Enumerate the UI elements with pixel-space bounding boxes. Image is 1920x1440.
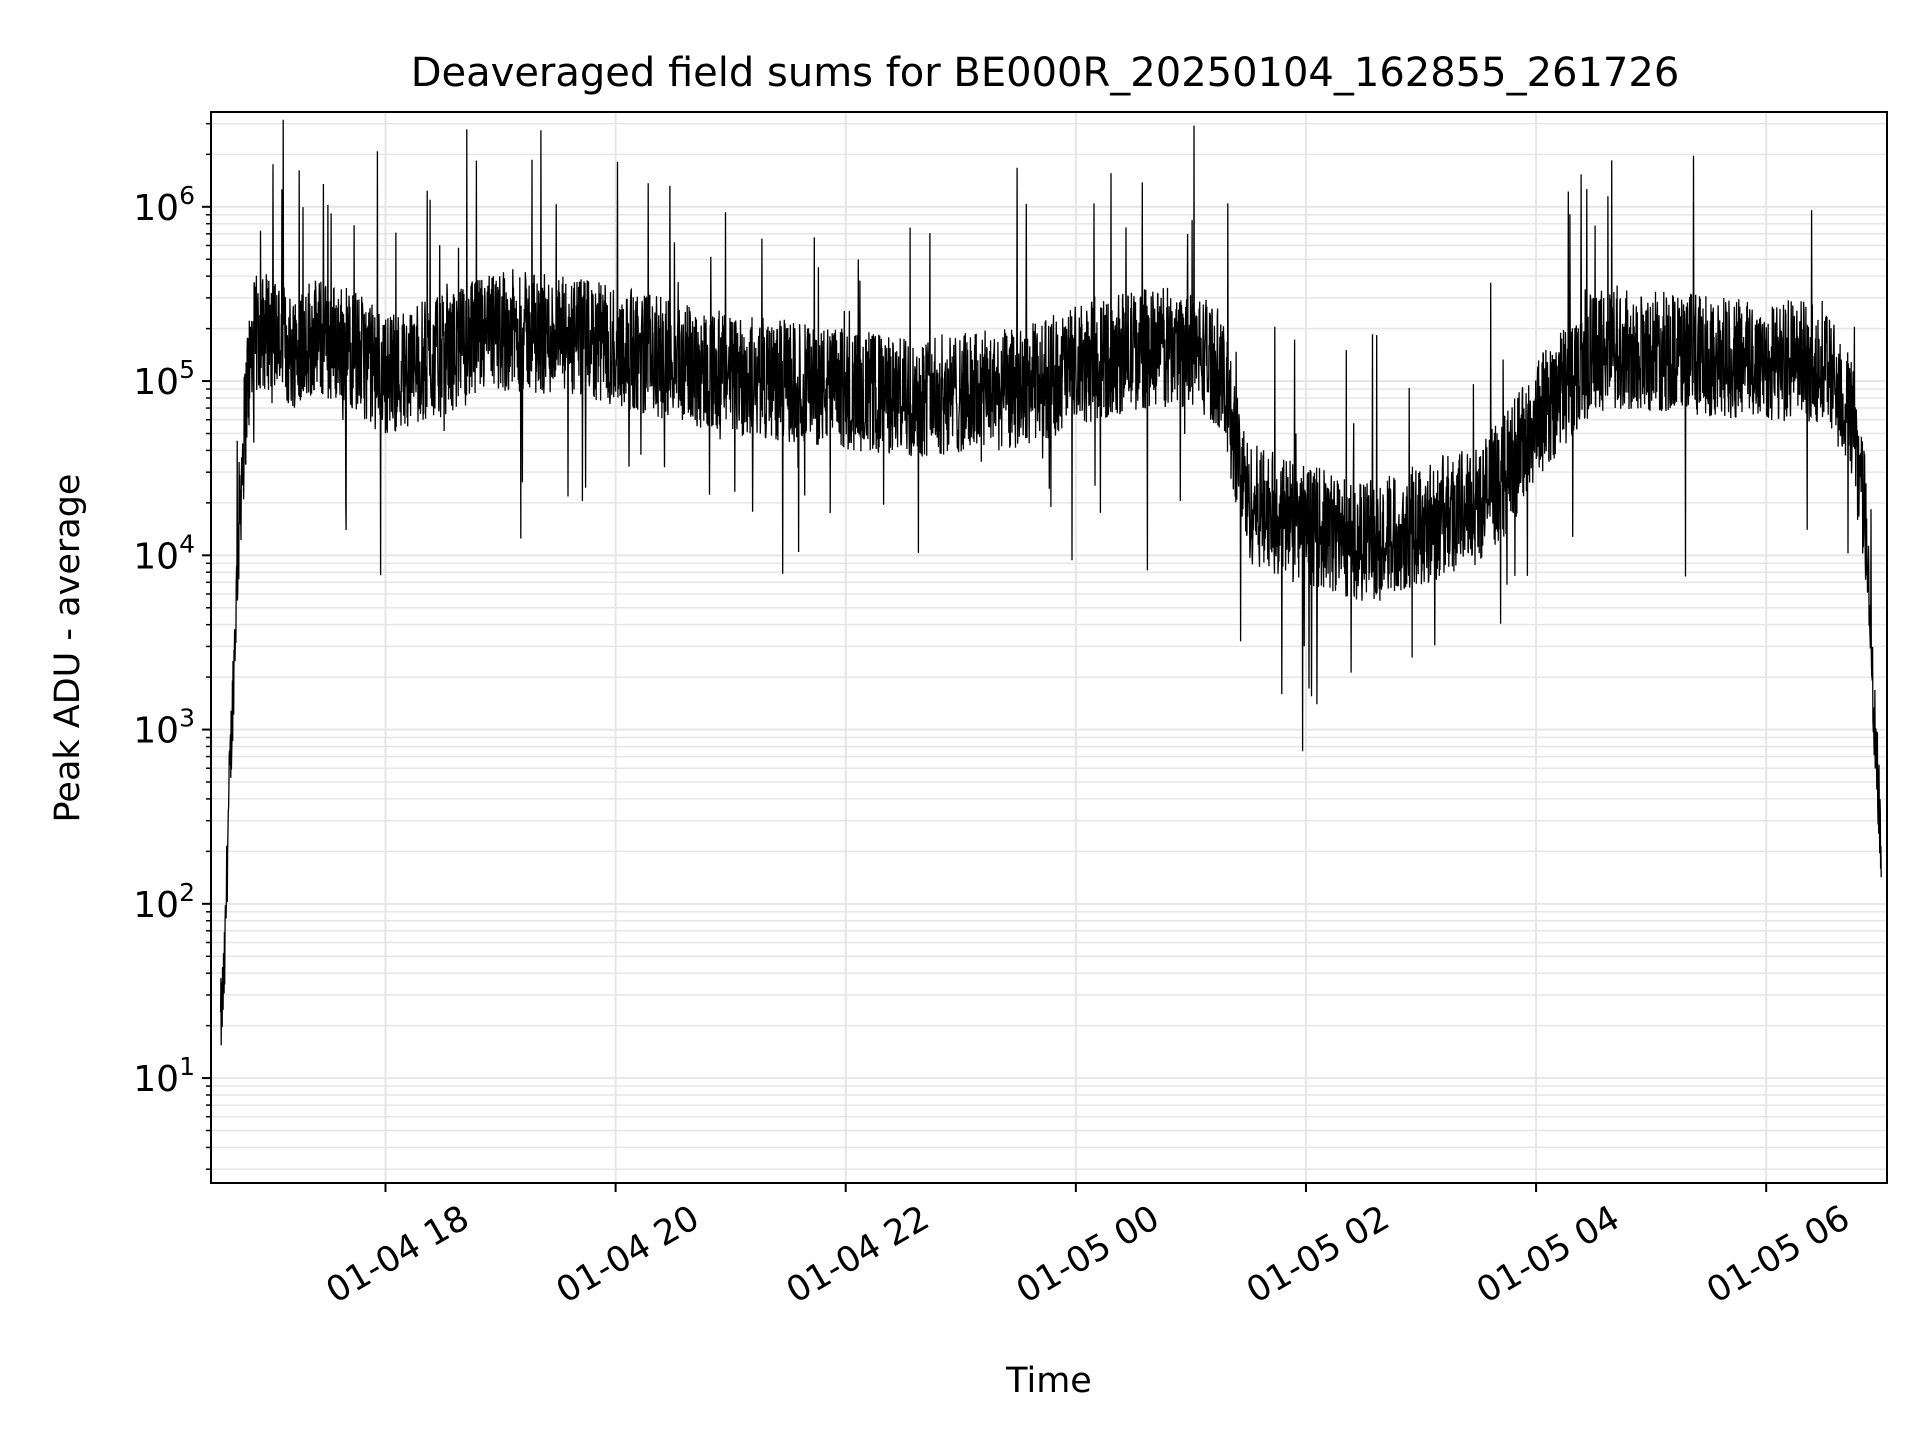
x-tick-label: 01-04 22 (780, 1198, 936, 1311)
x-axis-label: Time (1005, 1361, 1092, 1401)
x-tick-label: 01-05 04 (1470, 1198, 1626, 1311)
y-tick-label-exponent: 2 (179, 878, 195, 907)
x-tick-label: 01-04 20 (550, 1198, 706, 1311)
plot-frame (210, 111, 1888, 1184)
y-tick-label-base: 10 (133, 362, 179, 403)
y-tick-label-base: 10 (133, 536, 179, 577)
y-tick-label: 106 (133, 181, 195, 229)
y-tick-label-base: 10 (133, 885, 179, 926)
y-tick-label: 102 (133, 878, 195, 926)
y-tick-label-base: 10 (133, 711, 179, 752)
chart-title: Deaveraged field sums for BE000R_2025010… (411, 50, 1680, 96)
y-tick-label: 105 (133, 355, 195, 403)
y-axis-label: Peak ADU - average (48, 474, 88, 823)
y-tick-label: 103 (133, 704, 195, 752)
x-tick-label: 01-04 18 (320, 1198, 476, 1311)
y-tick-label-exponent: 5 (179, 355, 195, 384)
x-tick-label: 01-05 00 (1010, 1198, 1166, 1311)
x-tick-label: 01-05 02 (1240, 1198, 1396, 1311)
x-tick-label: 01-05 06 (1700, 1198, 1856, 1311)
y-tick-label: 101 (133, 1052, 195, 1100)
y-tick-label-exponent: 4 (179, 529, 195, 558)
y-tick-label-base: 10 (133, 1059, 179, 1100)
plot-background (211, 112, 1887, 1183)
y-tick-label-base: 10 (133, 188, 179, 229)
y-tick-label-exponent: 1 (179, 1052, 195, 1081)
y-tick-label-exponent: 6 (179, 181, 195, 210)
series-line (219, 119, 1882, 1046)
y-tick-label-exponent: 3 (179, 704, 195, 733)
y-tick-label: 104 (133, 529, 195, 577)
